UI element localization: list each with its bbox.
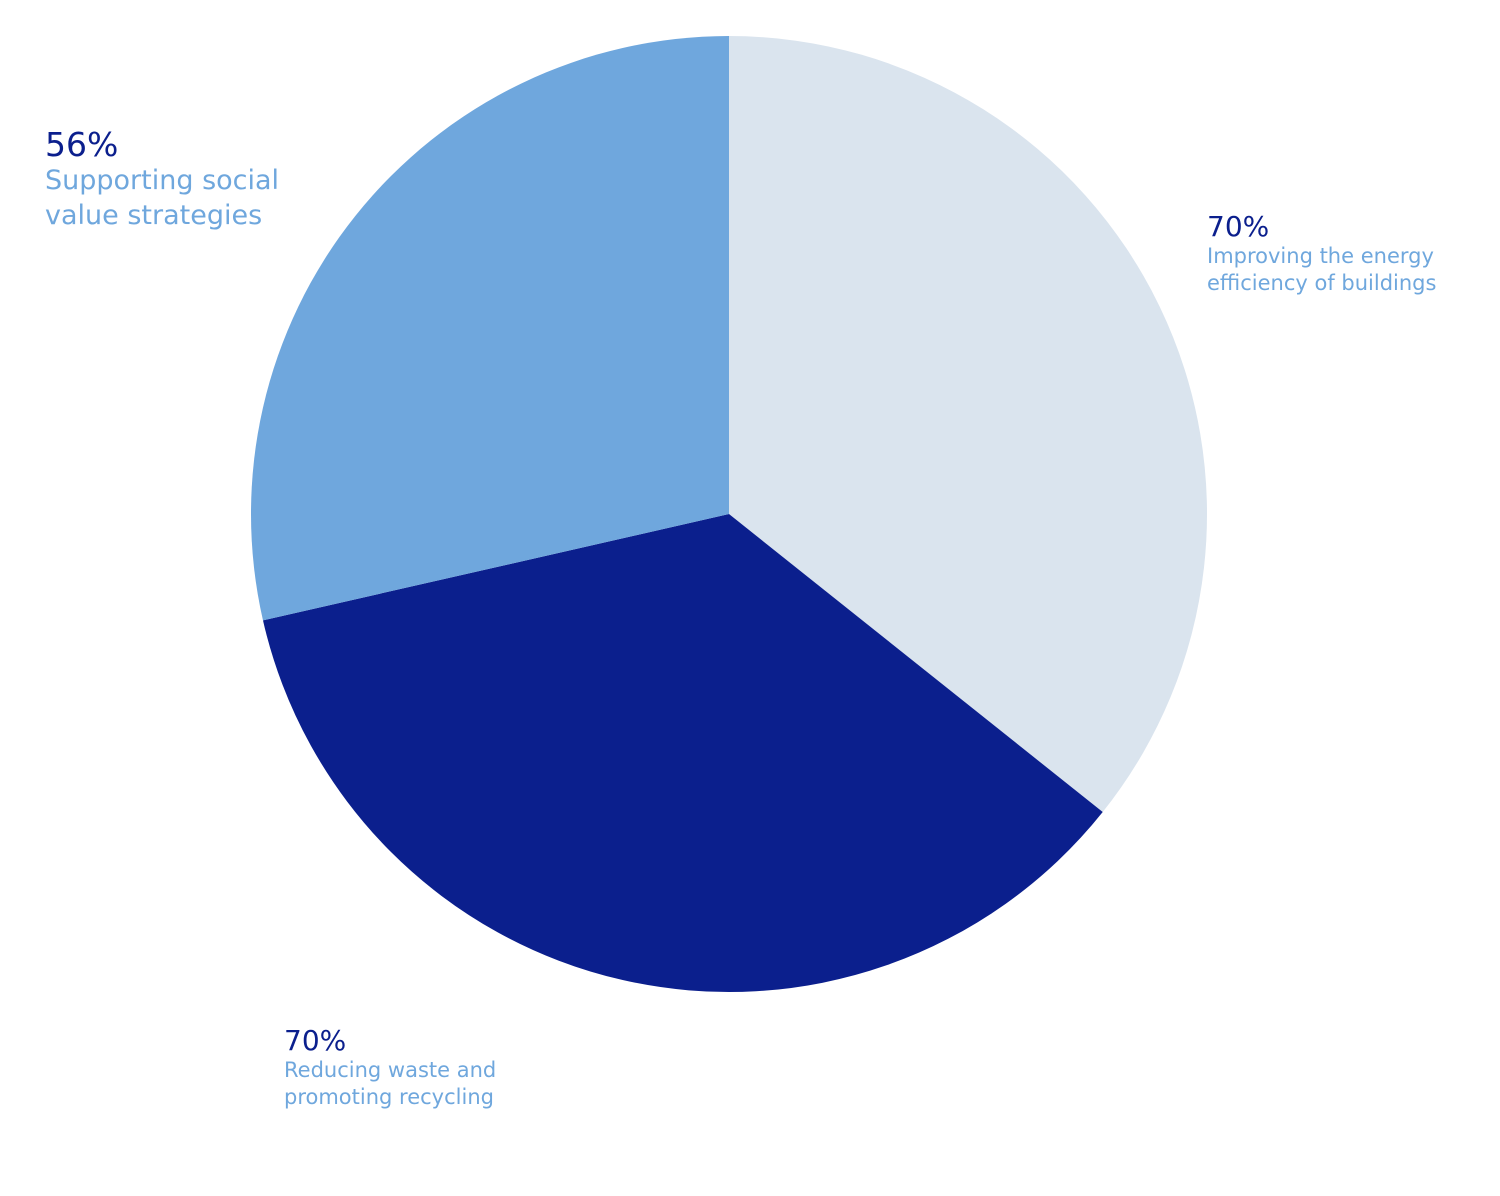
slice-category-label: Improving the energy: [1207, 243, 1434, 268]
slice-category-label: Supporting social: [45, 165, 280, 197]
slice-label-energy-efficiency: 70% Improving the energy efficiency of b…: [1207, 210, 1487, 297]
slice-value-label: 70%: [1207, 210, 1270, 243]
slice-category-label: Reducing waste and: [284, 1057, 497, 1082]
slice-label-reducing-waste: 70% Reducing waste and promoting recycli…: [284, 1024, 584, 1111]
slice-label-social-value: 56% Supporting social value strategies: [45, 125, 365, 233]
pie-slice-social-value: [250, 36, 730, 621]
slice-category-label: efficiency of buildings: [1207, 271, 1437, 296]
slice-category-label: value strategies: [45, 200, 263, 232]
slice-value-label: 70%: [284, 1024, 347, 1057]
pie-slice-energy-efficiency: [729, 36, 1208, 813]
slice-value-label: 56%: [45, 125, 119, 164]
slice-category-label: promoting recycling: [284, 1085, 494, 1110]
pie-slice-reducing-waste: [262, 514, 1103, 993]
